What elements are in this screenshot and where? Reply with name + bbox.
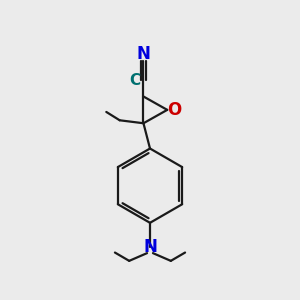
Text: C: C — [130, 73, 141, 88]
Text: O: O — [167, 101, 181, 119]
Text: N: N — [136, 45, 150, 63]
Text: N: N — [143, 238, 157, 256]
